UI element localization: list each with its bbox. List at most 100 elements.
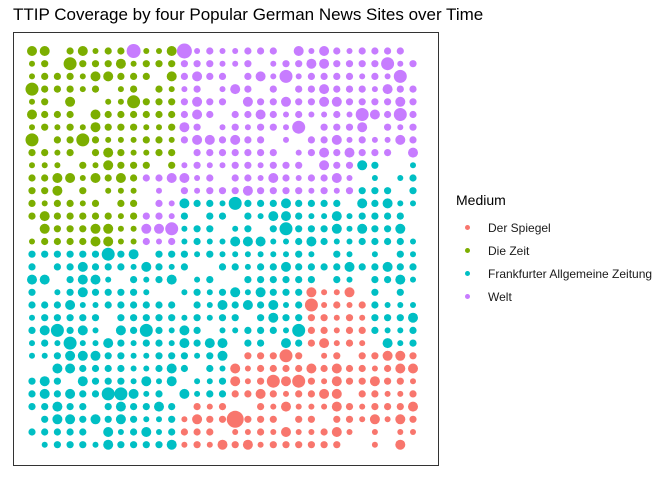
data-point (41, 428, 49, 436)
data-point (206, 378, 213, 385)
data-point (142, 314, 150, 322)
data-point (308, 429, 315, 435)
data-point (219, 327, 226, 334)
data-point (79, 415, 87, 423)
data-point (117, 47, 125, 55)
data-point (346, 175, 353, 181)
data-point (193, 314, 201, 322)
data-point (320, 326, 328, 334)
data-point (128, 388, 139, 399)
data-point (143, 416, 150, 423)
data-point (180, 60, 188, 68)
data-point (156, 378, 162, 385)
data-point (357, 198, 368, 209)
data-point (320, 364, 328, 373)
data-point (206, 72, 214, 80)
data-point (103, 439, 114, 450)
data-point (77, 287, 88, 298)
data-point (308, 213, 315, 220)
data-point (206, 441, 213, 448)
data-point (65, 350, 76, 361)
data-point (54, 289, 61, 296)
data-point (130, 149, 137, 156)
data-point (345, 403, 354, 411)
data-point (90, 350, 101, 361)
data-point (105, 98, 112, 105)
data-point (295, 415, 303, 423)
data-point (142, 136, 150, 144)
data-point (206, 212, 214, 220)
data-point (142, 110, 150, 119)
data-point (206, 403, 213, 410)
data-point (355, 108, 369, 121)
data-point (295, 73, 302, 80)
data-point (307, 339, 315, 347)
legend-label: Welt (488, 289, 512, 304)
data-point (156, 48, 162, 54)
data-point (397, 60, 404, 67)
data-point (371, 212, 379, 220)
data-point (257, 149, 265, 157)
data-point (65, 300, 76, 310)
data-point (279, 69, 293, 83)
data-point (242, 185, 253, 196)
data-point (79, 200, 86, 207)
data-point (92, 162, 99, 169)
data-point (395, 350, 406, 361)
data-point (79, 428, 87, 436)
data-point (168, 123, 176, 131)
data-point (333, 85, 341, 93)
data-point (331, 96, 342, 107)
data-point (270, 429, 277, 435)
data-point (295, 314, 303, 322)
data-point (371, 199, 379, 207)
legend-label: Frankfurter Allgemeine Zeitung (488, 266, 653, 281)
data-point (244, 124, 251, 131)
data-point (65, 96, 76, 107)
data-point (91, 212, 100, 220)
data-point (130, 161, 138, 169)
data-point (409, 60, 417, 68)
data-point (218, 263, 227, 271)
data-point (179, 338, 190, 349)
data-point (139, 323, 153, 337)
data-point (217, 350, 228, 361)
data-point (346, 429, 353, 435)
data-point (79, 187, 87, 195)
data-point (101, 247, 115, 261)
data-point (319, 388, 330, 399)
data-point (25, 133, 39, 147)
data-point (143, 48, 150, 54)
data-point (115, 173, 126, 183)
legend-label: Der Spiegel (488, 220, 551, 235)
data-point (333, 289, 340, 296)
data-point (206, 428, 214, 436)
data-point (319, 58, 330, 69)
data-point (179, 122, 190, 133)
data-point (371, 149, 379, 157)
data-point (257, 276, 265, 284)
data-point (397, 302, 404, 308)
data-point (384, 403, 392, 411)
data-point (179, 198, 190, 209)
data-point (283, 390, 289, 397)
legend: Medium Der Spiegel Die Zeit Frankfurter … (456, 192, 652, 308)
data-point (320, 123, 328, 131)
data-point (166, 173, 177, 183)
data-point (66, 225, 74, 233)
data-point (155, 199, 163, 207)
data-point (384, 225, 392, 233)
data-point (244, 72, 252, 80)
data-point (166, 71, 177, 82)
data-point (283, 111, 289, 118)
data-point (333, 276, 341, 284)
data-point (218, 314, 227, 322)
legend-title: Medium (456, 192, 506, 208)
data-point (331, 427, 342, 437)
data-point (333, 441, 341, 449)
data-point (244, 60, 252, 68)
data-point (384, 416, 391, 423)
data-point (307, 136, 315, 144)
data-point (344, 287, 355, 298)
data-point (268, 173, 279, 183)
